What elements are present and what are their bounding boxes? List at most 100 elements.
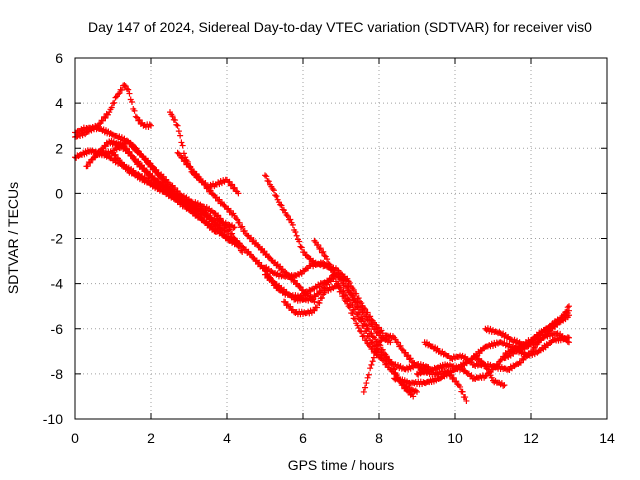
data-marker xyxy=(270,187,277,194)
data-marker xyxy=(331,273,338,280)
grid xyxy=(75,58,607,419)
data-marker xyxy=(137,162,144,169)
data-marker xyxy=(365,333,372,340)
data-marker xyxy=(358,318,365,325)
x-tick-label: 0 xyxy=(71,430,79,446)
data-marker xyxy=(403,353,410,360)
data-marker xyxy=(173,121,180,128)
data-marker xyxy=(250,254,257,261)
data-marker xyxy=(231,184,238,191)
data-marker xyxy=(362,384,369,391)
data-marker xyxy=(325,260,332,267)
data-point xyxy=(235,190,242,197)
data-point xyxy=(357,328,363,335)
data-point xyxy=(277,201,284,208)
data-marker xyxy=(118,87,125,94)
data-marker xyxy=(453,378,460,385)
data-marker xyxy=(102,115,109,122)
data-marker xyxy=(355,324,362,331)
data-marker xyxy=(373,347,380,354)
series-track-9 xyxy=(174,149,318,305)
data-point xyxy=(410,393,417,400)
data-marker xyxy=(320,284,327,291)
data-point xyxy=(132,113,139,120)
data-marker xyxy=(237,224,244,231)
data-marker xyxy=(130,155,137,162)
data-points xyxy=(72,82,572,404)
data-marker xyxy=(340,288,347,295)
data-marker xyxy=(405,352,412,359)
data-point xyxy=(368,361,375,368)
data-point xyxy=(334,280,341,287)
data-marker xyxy=(529,348,536,355)
data-point xyxy=(174,122,181,129)
y-tick-label: -10 xyxy=(43,411,63,427)
x-tick-label: 4 xyxy=(223,430,231,446)
data-marker xyxy=(346,279,353,286)
data-marker xyxy=(301,249,308,256)
data-point xyxy=(174,149,181,156)
data-marker xyxy=(215,212,222,219)
data-marker xyxy=(258,262,265,269)
series-track-7 xyxy=(110,138,246,256)
data-marker xyxy=(368,330,375,337)
data-marker xyxy=(84,163,91,170)
data-marker xyxy=(221,202,228,209)
data-marker xyxy=(180,150,187,157)
data-marker xyxy=(468,372,475,379)
data-marker xyxy=(343,277,350,284)
data-marker xyxy=(365,317,372,324)
data-marker xyxy=(123,165,130,172)
data-marker xyxy=(320,248,327,255)
y-tick-label: -2 xyxy=(51,231,64,247)
y-tick-label: -4 xyxy=(51,276,64,292)
data-marker xyxy=(180,158,187,165)
data-point xyxy=(353,303,360,310)
data-marker xyxy=(531,344,538,351)
data-marker xyxy=(359,333,366,340)
data-marker xyxy=(125,149,132,156)
data-marker xyxy=(129,152,135,159)
data-point xyxy=(398,346,405,353)
series-track-6 xyxy=(106,137,242,247)
data-marker xyxy=(87,159,94,166)
data-marker xyxy=(99,145,106,152)
data-marker xyxy=(213,213,220,220)
data-point xyxy=(463,397,470,404)
data-marker xyxy=(344,283,351,290)
data-marker xyxy=(226,226,233,233)
series-track-22 xyxy=(501,307,572,362)
data-marker xyxy=(365,371,372,378)
y-tick-label: 0 xyxy=(55,185,63,201)
data-marker xyxy=(122,83,129,90)
data-marker xyxy=(281,207,287,214)
data-marker xyxy=(153,166,160,173)
data-point xyxy=(262,172,268,179)
data-marker xyxy=(205,184,211,191)
data-marker xyxy=(296,238,303,245)
chart-title: Day 147 of 2024, Sidereal Day-to-day VTE… xyxy=(88,19,592,35)
data-marker xyxy=(316,246,323,253)
data-marker xyxy=(377,349,384,356)
data-marker xyxy=(326,261,333,268)
data-marker xyxy=(108,104,115,111)
data-marker xyxy=(298,244,305,251)
data-point xyxy=(106,109,113,116)
data-marker xyxy=(131,107,138,114)
data-marker xyxy=(147,160,154,167)
data-marker xyxy=(338,284,344,291)
data-marker xyxy=(500,382,507,389)
data-marker xyxy=(229,181,236,188)
data-marker xyxy=(273,193,280,200)
data-marker xyxy=(363,380,370,387)
data-marker xyxy=(316,299,323,306)
data-marker xyxy=(283,211,290,218)
data-point xyxy=(414,388,420,395)
data-marker xyxy=(111,99,118,106)
data-marker xyxy=(362,306,369,313)
data-marker xyxy=(132,144,139,151)
y-tick-label: -6 xyxy=(51,321,64,337)
data-marker xyxy=(350,286,357,293)
data-marker xyxy=(284,213,291,220)
data-point xyxy=(387,339,394,346)
